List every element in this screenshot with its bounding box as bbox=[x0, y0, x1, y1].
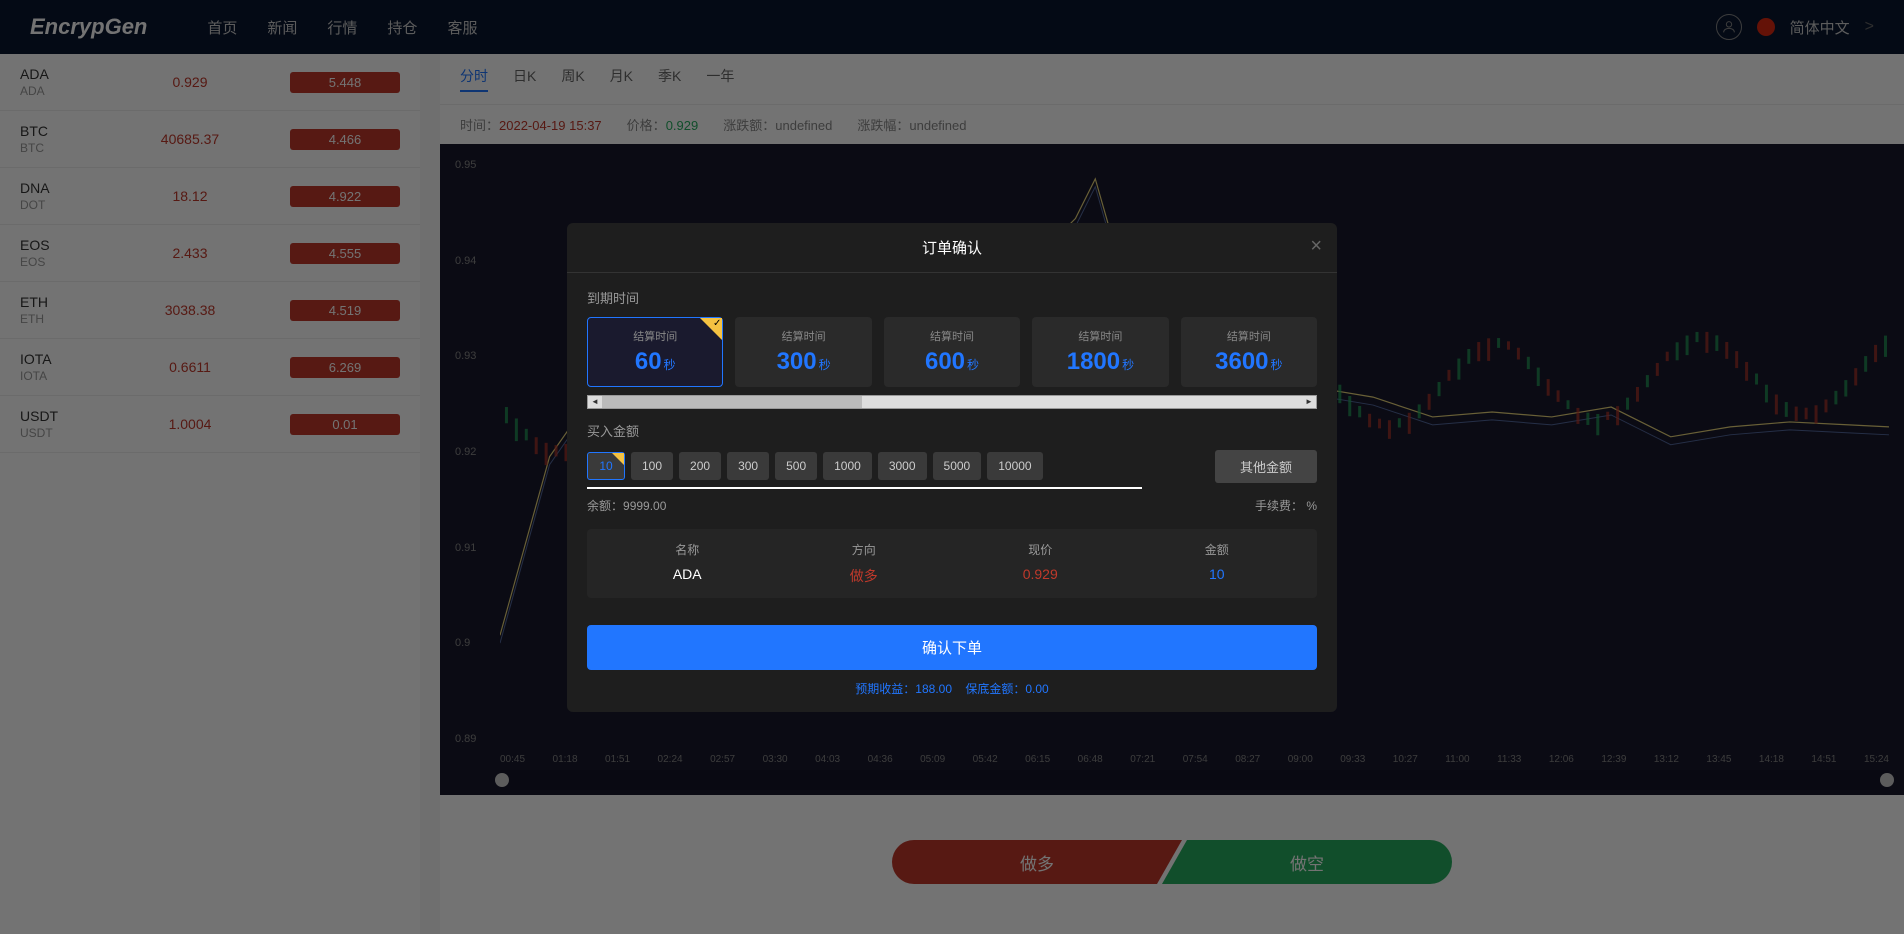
amount-option[interactable]: 1000 bbox=[823, 452, 872, 480]
summary-price: 0.929 bbox=[952, 566, 1129, 582]
amount-option[interactable]: 200 bbox=[679, 452, 721, 480]
amount-option[interactable]: 10 bbox=[587, 452, 625, 480]
expiry-option[interactable]: 结算时间1800秒 bbox=[1032, 317, 1168, 387]
modal-overlay[interactable]: 订单确认 × 到期时间 结算时间60秒结算时间300秒结算时间600秒结算时间1… bbox=[0, 0, 1904, 934]
summary-amount: 10 bbox=[1129, 566, 1306, 582]
confirm-order-button[interactable]: 确认下单 bbox=[587, 625, 1317, 670]
expiry-label: 到期时间 bbox=[587, 288, 1317, 307]
expiry-option[interactable]: 结算时间60秒 bbox=[587, 317, 723, 387]
expiry-options: 结算时间60秒结算时间300秒结算时间600秒结算时间1800秒结算时间3600… bbox=[587, 317, 1317, 387]
amount-option[interactable]: 300 bbox=[727, 452, 769, 480]
order-confirm-modal: 订单确认 × 到期时间 结算时间60秒结算时间300秒结算时间600秒结算时间1… bbox=[567, 223, 1337, 712]
balance-text: 余额：9999.00 bbox=[587, 497, 666, 514]
amount-option[interactable]: 5000 bbox=[933, 452, 982, 480]
expiry-option[interactable]: 结算时间3600秒 bbox=[1181, 317, 1317, 387]
scroll-right-icon[interactable]: ► bbox=[1302, 396, 1316, 408]
modal-header: 订单确认 × bbox=[567, 223, 1337, 273]
other-amount-button[interactable]: 其他金额 bbox=[1215, 450, 1317, 483]
order-summary: 名称 方向 现价 金额 ADA 做多 0.929 10 bbox=[587, 529, 1317, 598]
amount-option[interactable]: 500 bbox=[775, 452, 817, 480]
amount-options: 1010020030050010003000500010000 其他金额 bbox=[587, 450, 1317, 483]
modal-footer: 预期收益：188.00 保底金额：0.00 bbox=[567, 680, 1337, 712]
fee-text: 手续费： % bbox=[1255, 497, 1317, 514]
summary-labels: 名称 方向 现价 金额 bbox=[599, 541, 1305, 566]
scroll-thumb[interactable] bbox=[602, 396, 862, 408]
amount-option[interactable]: 10000 bbox=[987, 452, 1042, 480]
balance-row: 余额：9999.00 手续费： % bbox=[587, 497, 1317, 514]
expiry-option[interactable]: 结算时间600秒 bbox=[884, 317, 1020, 387]
amount-option[interactable]: 100 bbox=[631, 452, 673, 480]
expiry-option[interactable]: 结算时间300秒 bbox=[735, 317, 871, 387]
amount-option[interactable]: 3000 bbox=[878, 452, 927, 480]
summary-values: ADA 做多 0.929 10 bbox=[599, 566, 1305, 586]
scroll-left-icon[interactable]: ◄ bbox=[588, 396, 602, 408]
summary-direction: 做多 bbox=[776, 566, 953, 586]
close-icon[interactable]: × bbox=[1310, 235, 1322, 258]
amount-label: 买入金额 bbox=[587, 421, 1317, 440]
horizontal-scrollbar[interactable]: ◄ ► bbox=[587, 395, 1317, 409]
summary-name: ADA bbox=[599, 566, 776, 582]
modal-body: 到期时间 结算时间60秒结算时间300秒结算时间600秒结算时间1800秒结算时… bbox=[567, 273, 1337, 625]
amount-underline bbox=[587, 487, 1142, 489]
modal-title: 订单确认 bbox=[922, 237, 982, 258]
